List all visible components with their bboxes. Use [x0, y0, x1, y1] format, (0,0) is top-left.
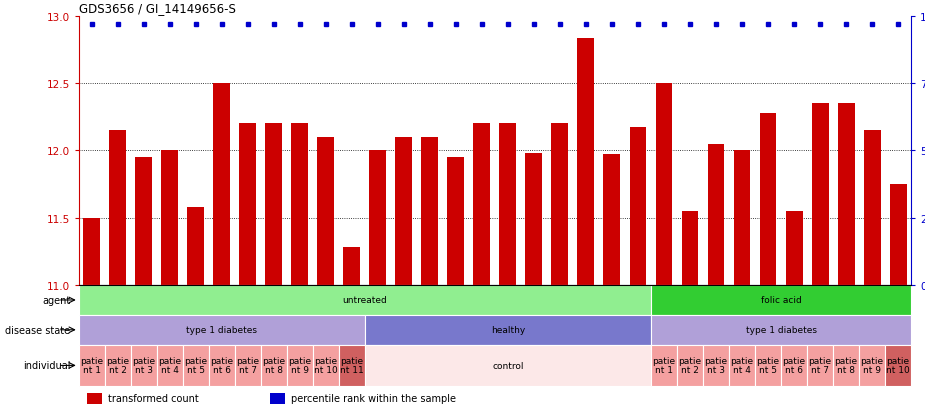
Bar: [651, 315, 911, 345]
Bar: [651, 285, 911, 315]
Bar: [156, 345, 183, 386]
Text: patie
nt 1: patie nt 1: [80, 356, 104, 375]
Text: GDS3656 / GI_14149656-S: GDS3656 / GI_14149656-S: [79, 2, 236, 15]
Bar: [339, 345, 364, 386]
Bar: [448, 158, 464, 285]
Bar: [500, 124, 516, 285]
Text: patie
nt 3: patie nt 3: [132, 356, 155, 375]
Bar: [525, 154, 542, 285]
Bar: [811, 104, 829, 285]
Text: patie
nt 11: patie nt 11: [339, 356, 364, 375]
Bar: [422, 138, 438, 285]
Bar: [677, 345, 703, 386]
Bar: [838, 104, 855, 285]
Text: type 1 diabetes: type 1 diabetes: [746, 325, 817, 335]
Bar: [395, 138, 413, 285]
Bar: [864, 131, 881, 285]
Bar: [734, 151, 750, 285]
Text: healthy: healthy: [491, 325, 525, 335]
Text: agent: agent: [42, 295, 70, 305]
Text: patie
nt 7: patie nt 7: [808, 356, 832, 375]
Bar: [551, 124, 568, 285]
Bar: [577, 39, 595, 285]
Text: patie
nt 2: patie nt 2: [678, 356, 701, 375]
Bar: [183, 345, 209, 386]
Bar: [79, 315, 364, 345]
Bar: [759, 113, 776, 285]
Text: patie
nt 2: patie nt 2: [106, 356, 130, 375]
Bar: [781, 345, 807, 386]
Bar: [785, 211, 803, 285]
Text: untreated: untreated: [342, 296, 388, 305]
Text: patie
nt 9: patie nt 9: [860, 356, 883, 375]
Text: patie
nt 9: patie nt 9: [289, 356, 312, 375]
Bar: [630, 128, 647, 285]
Text: patie
nt 1: patie nt 1: [652, 356, 675, 375]
Bar: [833, 345, 859, 386]
Bar: [369, 151, 387, 285]
Bar: [474, 124, 490, 285]
Bar: [287, 345, 313, 386]
Bar: [130, 345, 156, 386]
Bar: [313, 345, 339, 386]
Bar: [291, 124, 308, 285]
Text: patie
nt 3: patie nt 3: [705, 356, 728, 375]
Bar: [807, 345, 833, 386]
Bar: [682, 211, 698, 285]
Bar: [235, 345, 261, 386]
Bar: [109, 131, 126, 285]
Bar: [729, 345, 755, 386]
Bar: [79, 345, 105, 386]
Bar: [885, 345, 911, 386]
Bar: [703, 345, 729, 386]
Bar: [656, 84, 672, 285]
Text: patie
nt 7: patie nt 7: [236, 356, 259, 375]
Bar: [161, 151, 179, 285]
Bar: [79, 285, 651, 315]
Bar: [187, 207, 204, 285]
Text: patie
nt 4: patie nt 4: [158, 356, 181, 375]
Bar: [214, 84, 230, 285]
Text: patie
nt 5: patie nt 5: [184, 356, 207, 375]
Bar: [270, 393, 285, 404]
Bar: [651, 345, 677, 386]
Text: patie
nt 10: patie nt 10: [314, 356, 338, 375]
Text: patie
nt 6: patie nt 6: [783, 356, 806, 375]
Bar: [708, 144, 724, 285]
Bar: [240, 124, 256, 285]
Bar: [364, 315, 651, 345]
Text: disease state: disease state: [6, 325, 70, 335]
Bar: [135, 158, 152, 285]
Text: control: control: [492, 361, 524, 370]
Text: folic acid: folic acid: [760, 296, 801, 305]
Text: individual: individual: [23, 361, 70, 370]
Bar: [890, 185, 906, 285]
Bar: [261, 345, 287, 386]
Bar: [364, 345, 651, 386]
Bar: [265, 124, 282, 285]
Bar: [859, 345, 885, 386]
Text: type 1 diabetes: type 1 diabetes: [186, 325, 257, 335]
Bar: [87, 393, 102, 404]
Text: patie
nt 4: patie nt 4: [731, 356, 754, 375]
Bar: [105, 345, 130, 386]
Bar: [83, 218, 100, 285]
Text: patie
nt 10: patie nt 10: [886, 356, 910, 375]
Bar: [209, 345, 235, 386]
Text: patie
nt 8: patie nt 8: [834, 356, 857, 375]
Text: percentile rank within the sample: percentile rank within the sample: [290, 393, 456, 403]
Bar: [343, 248, 360, 285]
Bar: [317, 138, 334, 285]
Text: transformed count: transformed count: [107, 393, 199, 403]
Bar: [755, 345, 781, 386]
Text: patie
nt 6: patie nt 6: [210, 356, 233, 375]
Bar: [603, 155, 621, 285]
Text: patie
nt 5: patie nt 5: [757, 356, 780, 375]
Text: patie
nt 8: patie nt 8: [262, 356, 285, 375]
